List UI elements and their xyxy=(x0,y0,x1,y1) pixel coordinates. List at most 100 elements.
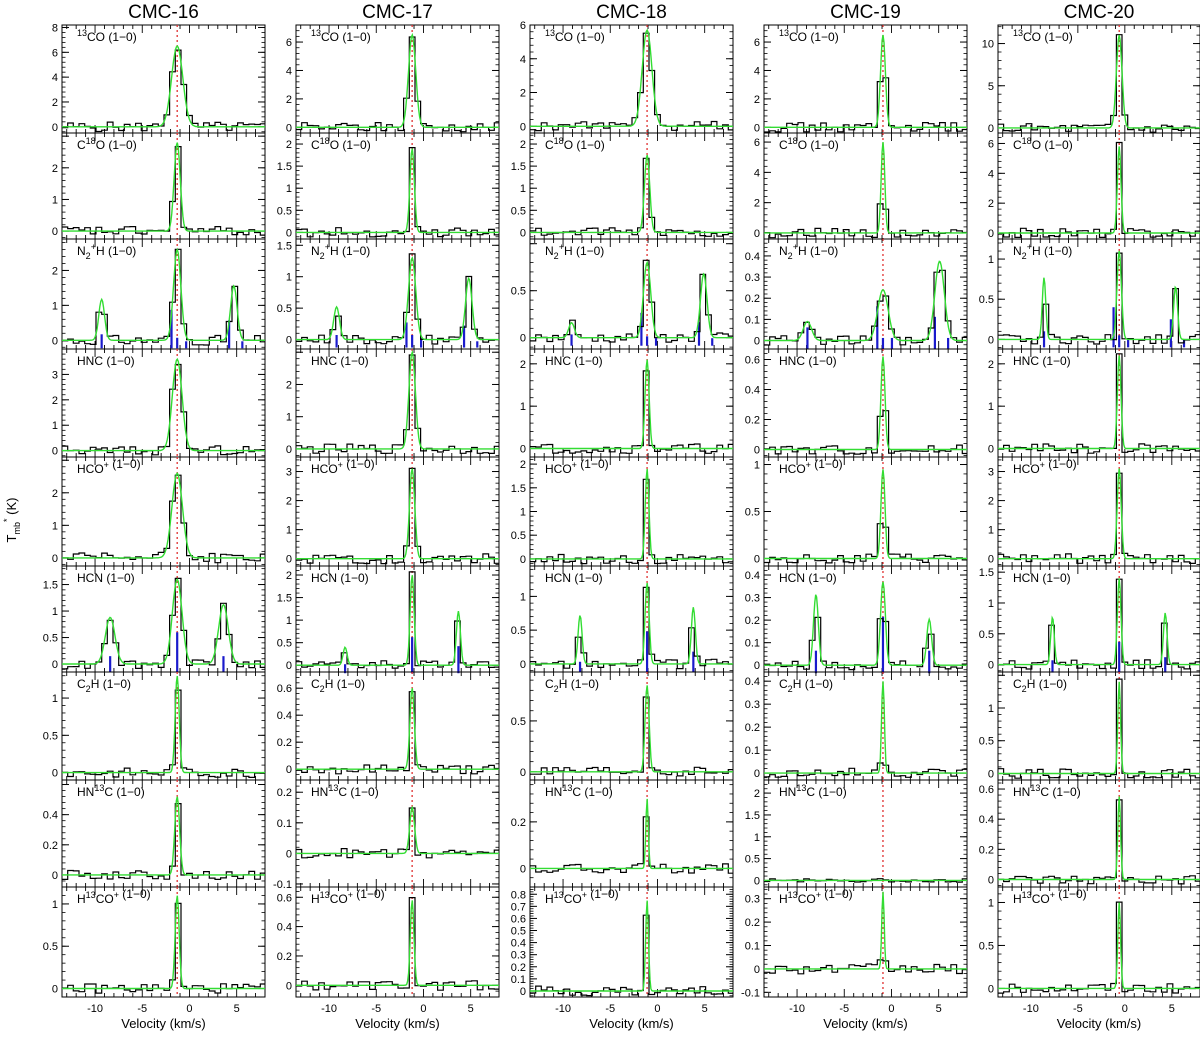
panel-label: 13CO (1−0) xyxy=(1013,28,1073,44)
panel-label: C2H (1−0) xyxy=(311,677,365,694)
y-tick-label: 1 xyxy=(286,615,292,627)
gaussian-fit xyxy=(998,250,1200,341)
y-tick-label: 0 xyxy=(520,444,526,456)
spectrum-histogram xyxy=(296,467,499,565)
y-tick-label: 0 xyxy=(52,768,58,780)
y-tick-label: 0 xyxy=(52,226,58,238)
y-tick-label: 0 xyxy=(52,446,58,458)
y-tick-label: 1.5 xyxy=(979,567,994,579)
y-tick-label: 5 xyxy=(988,81,994,93)
panel-label: HCO+ (1−0) xyxy=(77,457,141,476)
panel: 0 0.5 1 N2+H (1−0) xyxy=(979,238,1200,350)
gaussian-fit xyxy=(998,902,1200,990)
x-tick-label: 0 xyxy=(654,1003,660,1015)
panel: 0 1 2 HNC (1−0) xyxy=(520,348,734,458)
gaussian-fit xyxy=(530,28,733,127)
panel-frame xyxy=(295,886,500,998)
y-tick-label: 2 xyxy=(52,97,58,109)
gaussian-fit xyxy=(296,468,499,560)
y-tick-label: 0 xyxy=(286,980,292,992)
gaussian-fit xyxy=(530,685,733,773)
y-tick-label: 0 xyxy=(988,334,994,346)
y-tick-label: 0.4 xyxy=(745,570,760,582)
spectrum-histogram xyxy=(530,816,733,874)
y-tick-label: 0.5 xyxy=(979,294,994,306)
y-tick-label: 0 xyxy=(988,444,994,456)
panel-frame xyxy=(529,886,734,998)
gaussian-fit xyxy=(530,798,733,870)
panel-frame xyxy=(997,132,1200,240)
y-tick-label: 0 xyxy=(754,964,760,976)
panel-label: H13CO+ (1−0) xyxy=(779,887,853,906)
y-tick-label: 0 xyxy=(754,445,760,457)
panel-label: HCN (1−0) xyxy=(77,571,135,585)
y-tick-label: 0.5 xyxy=(511,530,526,542)
y-tick-label: 2 xyxy=(520,359,526,371)
y-tick-label: 2 xyxy=(52,265,58,277)
gaussian-fit xyxy=(998,681,1200,775)
gaussian-fit xyxy=(998,796,1200,881)
panel: 0 1 2 HNC (1−0) xyxy=(988,348,1200,458)
y-tick-label: 0 xyxy=(754,553,760,565)
y-tick-label: 4 xyxy=(52,72,58,84)
gaussian-fit xyxy=(764,681,967,774)
gaussian-fit xyxy=(62,45,265,128)
y-tick-label: 0 xyxy=(988,123,994,135)
panel: 0 0.5 1 C2H (1−0) xyxy=(43,671,266,781)
spectrum-histogram xyxy=(62,363,265,456)
panel-label: HCN (1−0) xyxy=(311,571,369,585)
panel: 0 0.5 C2H (1−0) xyxy=(511,671,734,781)
gaussian-fit xyxy=(530,582,733,665)
y-tick-label: 1 xyxy=(52,300,58,312)
y-tick-label: 2 xyxy=(754,94,760,106)
y-tick-label: 2 xyxy=(988,198,994,210)
y-tick-label: 0 xyxy=(988,554,994,566)
y-tick-label: 0.5 xyxy=(43,730,58,742)
gaussian-fit xyxy=(764,469,967,560)
panel-label: HCN (1−0) xyxy=(779,571,837,585)
y-tick-label: 4 xyxy=(754,167,760,179)
x-tick-label: 5 xyxy=(936,1003,942,1015)
y-tick-label: 0.5 xyxy=(979,736,994,748)
panel: 0 0.2 0.4 HN13C (1−0) xyxy=(43,779,266,888)
gaussian-fit xyxy=(62,247,265,341)
panel: 0 0.2 0.4 0.6 HNC (1−0) xyxy=(745,348,968,458)
spectrum-histogram xyxy=(764,959,967,975)
gaussian-fit xyxy=(764,34,967,128)
y-tick-label: 2 xyxy=(286,496,292,508)
y-tick-label: 0.2 xyxy=(745,615,760,627)
x-tick-label: -10 xyxy=(321,1003,337,1015)
panel-frame xyxy=(61,886,266,998)
spectrum-histogram xyxy=(998,353,1200,454)
gaussian-fit xyxy=(296,688,499,770)
y-tick-label: 1 xyxy=(754,460,760,472)
y-tick-label: 0.5 xyxy=(43,633,58,645)
spectrum-histogram xyxy=(296,36,499,133)
panel-label: H13CO+ (1−0) xyxy=(77,887,151,906)
y-tick-label: 1 xyxy=(286,272,292,284)
y-tick-label: 1 xyxy=(988,703,994,715)
y-tick-label: 1 xyxy=(988,401,994,413)
y-tick-label: 0 xyxy=(988,874,994,886)
y-tick-label: 0.5 xyxy=(277,638,292,650)
y-tick-label: 0.6 xyxy=(745,355,760,367)
column-CMC-19: CMC-19 0 2 4 6 13CO (1−0) 0 2 4 6 C18O (1−0) 0 0.1 0.… xyxy=(741,2,968,1031)
panel-label: HN13C (1−0) xyxy=(1013,783,1081,799)
y-tick-label: 1 xyxy=(520,183,526,195)
panel: 0 2 4 6 13CO (1−0) xyxy=(520,20,734,134)
y-axis-title: Tmb* (K) xyxy=(2,498,22,543)
y-tick-label: 0.1 xyxy=(277,818,292,830)
panel-label: HNC (1−0) xyxy=(779,354,837,368)
y-tick-label: 0.1 xyxy=(511,974,526,986)
y-tick-label: 0 xyxy=(52,553,58,565)
spectrum-histogram xyxy=(530,259,733,343)
y-tick-label: 1 xyxy=(988,598,994,610)
panel: 0 0.2 0.4 0.6 H13CO+ (1−0) -10 -5 0 5 Velocity (k… xyxy=(277,886,500,1031)
spectrum-histogram xyxy=(296,354,499,454)
panel-label: HN13C (1−0) xyxy=(545,783,613,799)
x-tick-label: -5 xyxy=(605,1003,615,1015)
gaussian-fit xyxy=(62,578,265,665)
spectrum-histogram xyxy=(530,696,733,777)
y-tick-label: 8 xyxy=(52,22,58,34)
